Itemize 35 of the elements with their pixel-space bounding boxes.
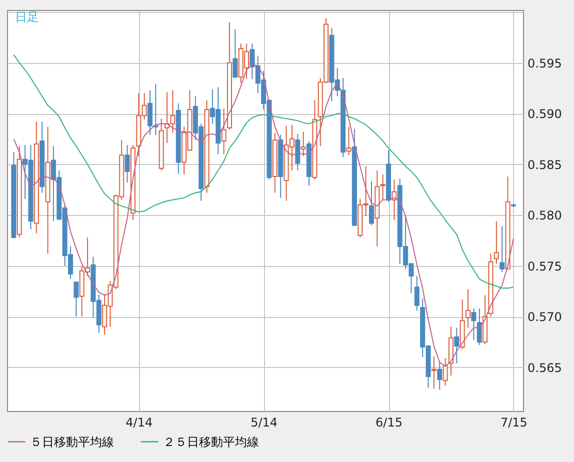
- annotation: 日足: [15, 10, 39, 24]
- y-tick-label: 0.580: [528, 208, 562, 223]
- candlestick: [380, 174, 386, 200]
- candlestick: [494, 220, 499, 264]
- y-tick-label: 0.570: [528, 310, 562, 324]
- candlestick: [454, 327, 460, 364]
- candlestick: [368, 181, 374, 226]
- candlestick: [74, 282, 79, 318]
- candlestick: [346, 126, 352, 156]
- legend-label: ２５日移動平均線: [163, 434, 259, 449]
- candlestick: [414, 275, 420, 311]
- candlestick: [232, 28, 238, 79]
- candlestick: [442, 358, 448, 386]
- candlestick: [500, 226, 505, 272]
- candlestick: [437, 360, 442, 390]
- x-tick-label: 4/14: [126, 416, 153, 430]
- candlestick: [300, 131, 306, 157]
- candlestick: [221, 108, 226, 155]
- y-tick-label: 0.595: [528, 56, 562, 70]
- candlestick: [466, 288, 471, 328]
- y-tick-label: 0.590: [528, 107, 562, 122]
- candlestick: [431, 356, 436, 390]
- candlestick: [124, 144, 130, 184]
- candlestick: [392, 179, 397, 221]
- y-tick-label: 0.575: [528, 259, 562, 274]
- x-tick-label: 6/15: [376, 416, 402, 430]
- candlestick: [471, 308, 476, 340]
- x-tick-label: 5/14: [250, 416, 278, 430]
- candlestick: [295, 133, 300, 171]
- legend-label: ５日移動平均線: [30, 434, 114, 449]
- candlestick: [476, 308, 482, 346]
- line-series: [13, 54, 514, 289]
- y-tick-label: 0.565: [528, 360, 562, 375]
- y-tick-label: 0.585: [528, 158, 562, 172]
- x-tick-label: 7/15: [500, 416, 528, 430]
